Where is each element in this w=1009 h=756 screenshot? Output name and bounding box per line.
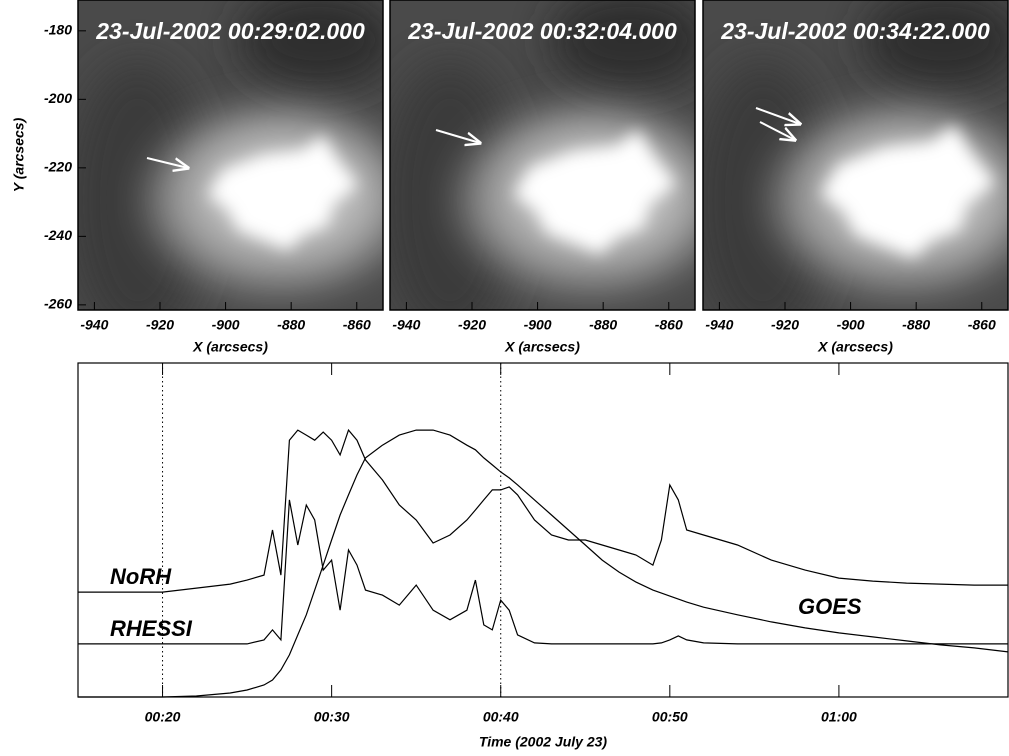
arrow <box>759 121 795 140</box>
x-tick-label: 00:40 <box>483 709 519 725</box>
haze <box>550 0 695 90</box>
series-line <box>78 429 1009 698</box>
arrow <box>146 157 188 168</box>
x-tick-label: 00:20 <box>145 709 181 725</box>
x-axis-label: X (arcsecs) <box>817 339 893 355</box>
haze <box>238 0 383 90</box>
x-tick-label: -860 <box>968 317 996 333</box>
x-tick-label: -920 <box>771 317 799 333</box>
image <box>390 0 695 310</box>
x-tick-label: 00:30 <box>314 709 350 725</box>
image-panels: 23-Jul-2002 00:29:02.000 -940 -920 -900 -880… <box>11 0 1009 355</box>
x-tick-label: -900 <box>212 317 240 333</box>
x-tick-label: -900 <box>837 317 865 333</box>
x-tick-label: -880 <box>589 317 617 333</box>
x-tick-label: -940 <box>392 317 420 333</box>
image <box>78 0 383 310</box>
frame <box>389 0 696 311</box>
bright-region <box>821 124 995 258</box>
arrow <box>435 129 480 143</box>
panel-title: 23-Jul-2002 00:32:04.000 <box>407 18 677 44</box>
frame <box>77 0 384 311</box>
series-label: NoRH <box>110 564 172 589</box>
x-tick-label: -940 <box>80 317 108 333</box>
x-tick-label: -920 <box>146 317 174 333</box>
arrows <box>146 107 800 168</box>
x-tick-label: -920 <box>458 317 486 333</box>
frame <box>702 0 1009 311</box>
x-tick-label: -940 <box>705 317 733 333</box>
haze <box>863 0 1008 90</box>
x-tick-label: -880 <box>902 317 930 333</box>
x-axis-label: Time (2002 July 23) <box>479 734 607 750</box>
panel-title: 23-Jul-2002 00:34:22.000 <box>720 18 990 44</box>
series-label: RHESSI <box>110 616 193 641</box>
x-tick-label: 01:00 <box>821 709 857 725</box>
image <box>703 0 1008 310</box>
x-tick-label: -900 <box>524 317 552 333</box>
y-tick-label: -220 <box>44 159 72 175</box>
bright-region <box>514 129 676 254</box>
y-tick-label: -260 <box>44 296 72 312</box>
x-axis-label: X (arcsecs) <box>192 339 268 355</box>
plot-frame <box>77 362 1009 698</box>
y-tick-label: -240 <box>44 227 72 243</box>
bright-region <box>208 135 358 250</box>
series-line <box>78 499 1008 645</box>
series-label: GOES <box>798 594 862 619</box>
panel-title: 23-Jul-2002 00:29:02.000 <box>95 18 365 44</box>
x-tick-label: -860 <box>655 317 683 333</box>
x-tick-label: -860 <box>343 317 371 333</box>
y-tick-label: -200 <box>44 90 72 106</box>
x-tick-label: -880 <box>277 317 305 333</box>
y-axis-label: Y (arcsecs) <box>11 117 27 192</box>
series-line <box>78 428 1008 593</box>
y-tick-label: -180 <box>44 22 72 38</box>
arrow <box>755 107 800 124</box>
x-axis-label: X (arcsecs) <box>504 339 580 355</box>
x-tick-label: 00:50 <box>652 709 688 725</box>
